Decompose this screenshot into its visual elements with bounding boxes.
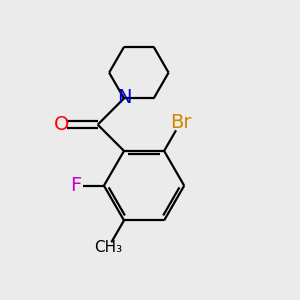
Text: Br: Br [170, 113, 191, 132]
Text: CH₃: CH₃ [94, 240, 122, 255]
Text: N: N [117, 88, 131, 107]
Text: F: F [70, 176, 81, 195]
Text: O: O [53, 115, 69, 134]
